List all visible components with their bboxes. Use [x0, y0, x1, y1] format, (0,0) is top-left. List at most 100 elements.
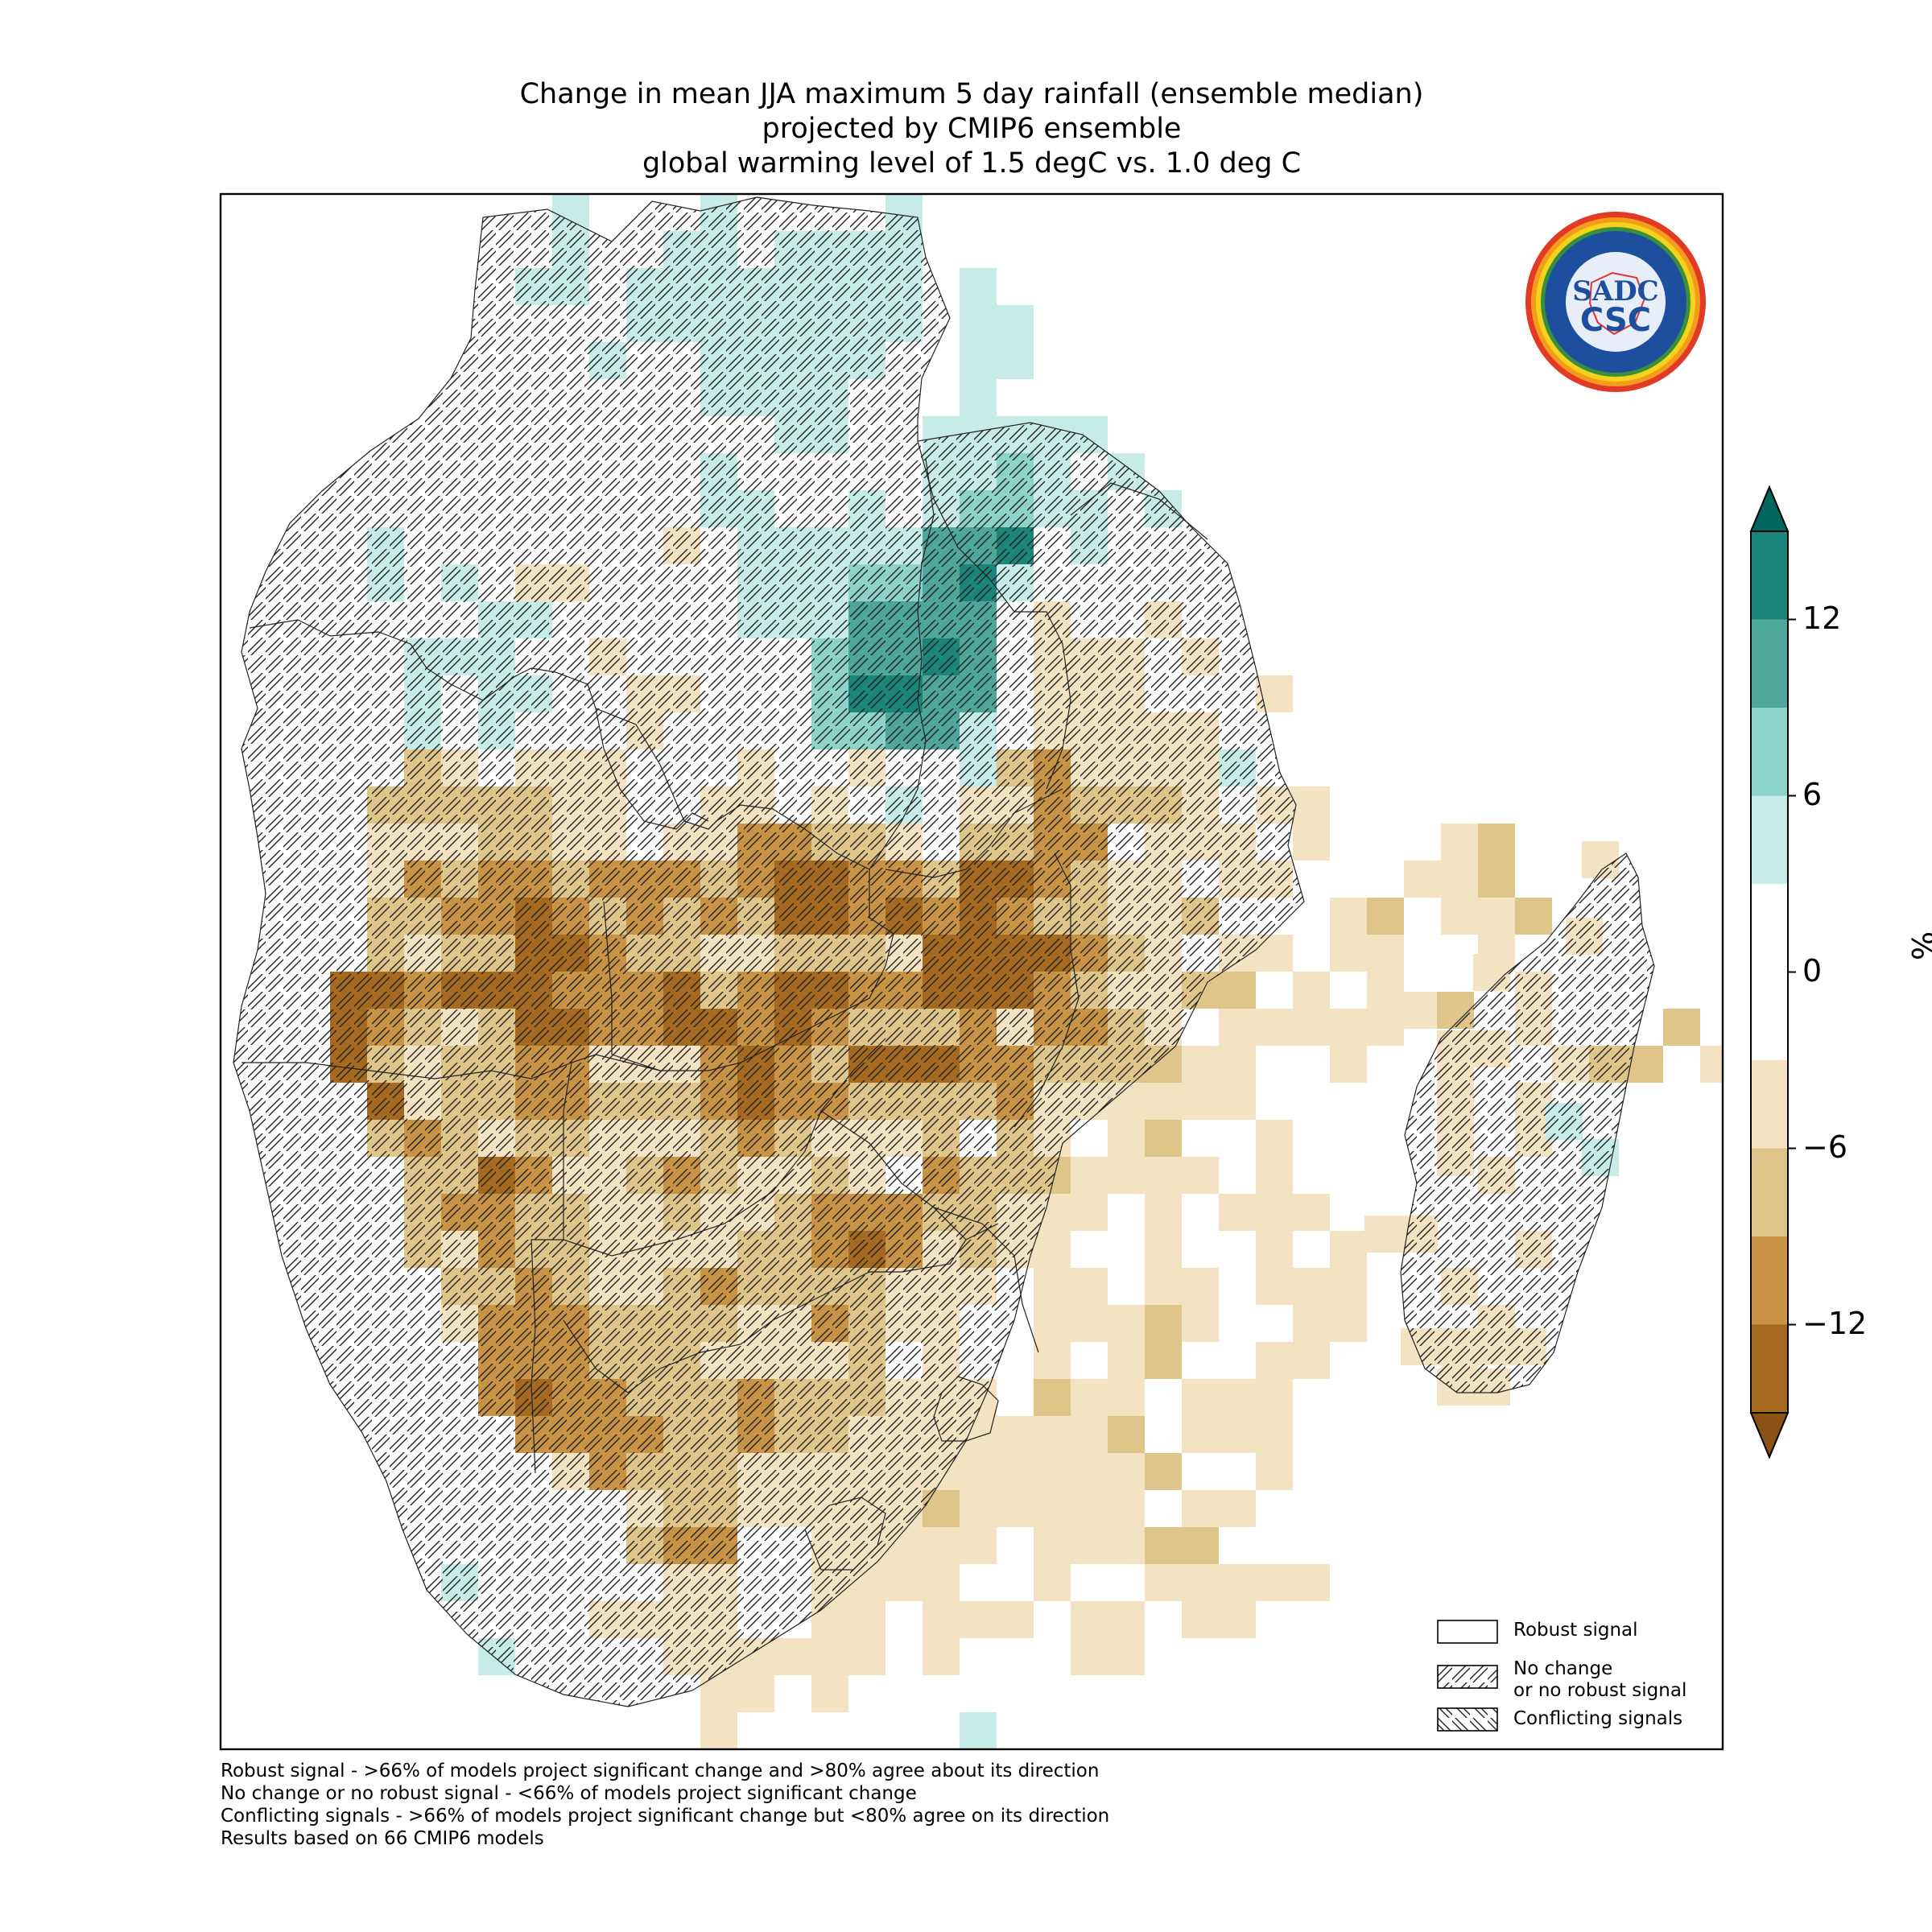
grid-cell	[1663, 1009, 1700, 1046]
grid-cell	[1478, 898, 1515, 935]
grid-cell	[1219, 1564, 1256, 1601]
grid-cell	[1034, 1564, 1071, 1601]
grid-cell	[1330, 898, 1367, 935]
grid-cell	[1108, 1601, 1145, 1638]
grid-cell	[1364, 1216, 1402, 1253]
grid-cell	[923, 1601, 960, 1638]
colorbar-band	[1751, 531, 1788, 620]
grid-cell	[1108, 1342, 1145, 1379]
colorbar-band	[1751, 795, 1788, 884]
grid-cell	[1330, 1305, 1367, 1342]
footnotes: Robust signal - >66% of models project s…	[221, 1760, 1109, 1850]
grid-cell	[1145, 1157, 1182, 1194]
grid-cell	[1441, 824, 1478, 861]
grid-cell	[1071, 1379, 1108, 1416]
grid-cell	[1256, 1157, 1293, 1194]
grid-cell	[1071, 1416, 1108, 1453]
grid-cell	[1145, 1453, 1182, 1490]
grid-cell	[1256, 1231, 1293, 1268]
grid-cell	[886, 1564, 923, 1601]
grid-cell	[1071, 1527, 1108, 1564]
grid-cell	[1293, 972, 1330, 1009]
footnote-models: Results based on 66 CMIP6 models	[221, 1828, 544, 1849]
grid-cell	[1293, 1564, 1330, 1601]
legend-robust-swatch	[1437, 1620, 1498, 1644]
grid-cell	[1256, 1564, 1293, 1601]
grid-cell	[1182, 1416, 1219, 1453]
grid-cell	[1108, 1453, 1145, 1490]
mainland-outline	[233, 196, 1305, 1707]
grid-cell	[1401, 992, 1438, 1029]
title-line-2: projected by CMIP6 ensemble	[762, 113, 1182, 145]
map-frame	[219, 192, 1724, 1751]
grid-cell	[1145, 1194, 1182, 1231]
grid-cell	[1293, 1342, 1330, 1379]
colorbar-band	[1751, 1236, 1788, 1325]
grid-cell	[1182, 1564, 1219, 1601]
colorbar-tick-label: 0	[1802, 952, 1823, 989]
grid-cell	[1293, 824, 1330, 861]
grid-cell	[1145, 1268, 1182, 1305]
legend-conflicting-label: Conflicting signals	[1513, 1708, 1683, 1729]
legend-robust-label: Robust signal	[1513, 1620, 1638, 1641]
grid-cell	[1367, 972, 1404, 1009]
grid-cell	[1219, 1601, 1256, 1638]
grid-cell	[1256, 1416, 1293, 1453]
grid-cell	[960, 1527, 997, 1564]
grid-cell	[1256, 1194, 1293, 1231]
grid-cell	[1404, 861, 1441, 898]
grid-cell	[1145, 1305, 1182, 1342]
colorbar-tick-label: 12	[1802, 600, 1842, 636]
footnote-robust: Robust signal - >66% of models project s…	[221, 1761, 1100, 1781]
colorbar-unit: %	[1906, 931, 1932, 960]
grid-cell	[1219, 1379, 1256, 1416]
grid-cell	[1219, 1490, 1256, 1527]
colorbar-extend-low	[1749, 1412, 1790, 1459]
grid-cell	[960, 1490, 997, 1527]
grid-cell	[1219, 1083, 1256, 1120]
grid-cell	[1108, 1379, 1145, 1416]
grid-cell	[1182, 1046, 1219, 1083]
map-title: Change in mean JJA maximum 5 day rainfal…	[221, 77, 1723, 181]
grid-cell	[811, 1638, 848, 1675]
legend-no-change-swatch	[1437, 1665, 1498, 1689]
grid-cell	[1367, 935, 1404, 972]
grid-cell	[960, 268, 997, 305]
colorbar-tick-label: −12	[1802, 1305, 1868, 1341]
grid-cell	[1145, 1120, 1182, 1157]
grid-cell	[997, 342, 1034, 379]
grid-cell	[1182, 1268, 1219, 1305]
grid-cell	[1145, 1527, 1182, 1564]
grid-cell	[997, 1490, 1034, 1527]
grid-cell	[997, 1601, 1034, 1638]
grid-cell	[997, 1453, 1034, 1490]
colorbar-band	[1751, 708, 1788, 796]
grid-cell	[1330, 1231, 1367, 1268]
grid-cell	[923, 1564, 960, 1601]
grid-cell	[1034, 1527, 1071, 1564]
grid-cell	[1108, 1638, 1145, 1675]
grid-cell	[1219, 1194, 1256, 1231]
grid-cell	[960, 1601, 997, 1638]
grid-cell	[1182, 1527, 1219, 1564]
grid-cell	[1145, 1231, 1182, 1268]
grid-cell	[1293, 1268, 1330, 1305]
legend-no-change-line2: or no robust signal	[1513, 1680, 1687, 1701]
grid-cell	[1145, 1083, 1182, 1120]
grid-cell	[1182, 1157, 1219, 1194]
grid-cell	[1182, 1490, 1219, 1527]
grid-cell	[1145, 1564, 1182, 1601]
grid-cell	[923, 1638, 960, 1675]
grid-cell	[1108, 1527, 1145, 1564]
grid-cell	[960, 305, 997, 342]
grid-cell	[1034, 1342, 1071, 1379]
colorbar-band	[1751, 884, 1788, 1060]
grid-cell	[1071, 1157, 1108, 1194]
colorbar-band	[1751, 1060, 1788, 1149]
colorbar-band	[1751, 619, 1788, 708]
grid-cell	[1034, 1379, 1071, 1416]
grid-cell	[1034, 1231, 1071, 1268]
grid-cell	[1367, 1009, 1404, 1046]
grid-cell	[1108, 1416, 1145, 1453]
legend-no-change-line1: No change	[1513, 1658, 1613, 1679]
